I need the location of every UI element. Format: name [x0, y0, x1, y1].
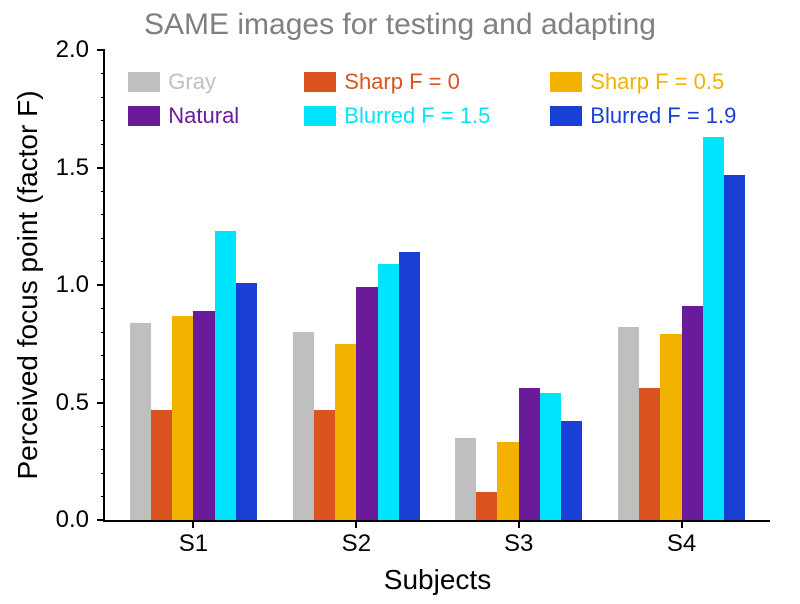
- x-tick-label: S4: [667, 530, 696, 558]
- x-tick: [518, 520, 520, 528]
- y-minor-tick: [101, 261, 105, 262]
- legend-label: Gray: [168, 69, 216, 95]
- bar: [497, 442, 518, 520]
- y-minor-tick: [101, 308, 105, 309]
- bar: [335, 344, 356, 520]
- bar: [193, 311, 214, 520]
- bar: [660, 334, 681, 520]
- legend-swatch: [550, 72, 582, 92]
- bar: [151, 410, 172, 520]
- x-axis-label: Subjects: [384, 564, 491, 596]
- bar: [236, 283, 257, 520]
- y-tick-label: 1.5: [0, 154, 89, 182]
- bar: [293, 332, 314, 520]
- bar: [561, 421, 582, 520]
- y-tick: [97, 402, 105, 404]
- y-minor-tick: [101, 97, 105, 98]
- y-minor-tick: [101, 473, 105, 474]
- bar: [130, 323, 151, 520]
- x-tick: [192, 520, 194, 528]
- legend-item: Blurred F = 1.5: [304, 103, 514, 129]
- y-tick: [97, 49, 105, 51]
- y-tick-label: 0.5: [0, 389, 89, 417]
- y-minor-tick: [101, 355, 105, 356]
- legend-swatch: [128, 72, 160, 92]
- y-minor-tick: [101, 379, 105, 380]
- legend-item: Blurred F = 1.9: [550, 103, 760, 129]
- y-minor-tick: [101, 496, 105, 497]
- y-tick: [97, 284, 105, 286]
- y-minor-tick: [101, 332, 105, 333]
- legend-row: Natural Blurred F = 1.5 Blurred F = 1.9: [128, 103, 760, 129]
- y-minor-tick: [101, 238, 105, 239]
- x-tick: [681, 520, 683, 528]
- bar: [682, 306, 703, 520]
- y-minor-tick: [101, 214, 105, 215]
- bar: [455, 438, 476, 520]
- plot-area: Gray Sharp F = 0 Sharp F = 0.5 Natural Blurr…: [105, 50, 770, 520]
- legend-label: Blurred F = 1.9: [590, 103, 736, 129]
- y-minor-tick: [101, 449, 105, 450]
- legend-label: Blurred F = 1.5: [344, 103, 490, 129]
- y-minor-tick: [101, 144, 105, 145]
- y-minor-tick: [101, 120, 105, 121]
- legend-item: Sharp F = 0: [304, 69, 514, 95]
- bar: [540, 393, 561, 520]
- bar: [215, 231, 236, 520]
- bar: [639, 388, 660, 520]
- bar: [378, 264, 399, 520]
- x-axis-line: [103, 520, 770, 522]
- legend-swatch: [304, 72, 336, 92]
- x-tick-label: S3: [504, 530, 533, 558]
- x-tick-label: S1: [179, 530, 208, 558]
- bar: [703, 137, 724, 520]
- bar: [356, 287, 377, 520]
- legend-label: Sharp F = 0.5: [590, 69, 724, 95]
- y-tick-label: 2.0: [0, 36, 89, 64]
- legend-swatch: [550, 106, 582, 126]
- bar: [172, 316, 193, 520]
- y-tick-label: 1.0: [0, 271, 89, 299]
- y-minor-tick: [101, 191, 105, 192]
- y-minor-tick: [101, 73, 105, 74]
- bar: [314, 410, 335, 520]
- legend-label: Natural: [168, 103, 239, 129]
- x-tick-label: S2: [342, 530, 371, 558]
- legend: Gray Sharp F = 0 Sharp F = 0.5 Natural Blurr…: [128, 69, 760, 129]
- y-tick-label: 0.0: [0, 506, 89, 534]
- chart-root: SAME images for testing and adapting Gra…: [0, 0, 800, 604]
- y-tick: [97, 167, 105, 169]
- bar: [476, 492, 497, 520]
- y-minor-tick: [101, 426, 105, 427]
- x-tick: [355, 520, 357, 528]
- legend-item: Natural: [128, 103, 268, 129]
- bar: [519, 388, 540, 520]
- legend-swatch: [304, 106, 336, 126]
- legend-label: Sharp F = 0: [344, 69, 460, 95]
- bar: [618, 327, 639, 520]
- legend-item: Gray: [128, 69, 268, 95]
- chart-title: SAME images for testing and adapting: [0, 8, 800, 42]
- legend-swatch: [128, 106, 160, 126]
- legend-item: Sharp F = 0.5: [550, 69, 760, 95]
- bar: [399, 252, 420, 520]
- bar: [724, 175, 745, 520]
- legend-row: Gray Sharp F = 0 Sharp F = 0.5: [128, 69, 760, 95]
- y-tick: [97, 519, 105, 521]
